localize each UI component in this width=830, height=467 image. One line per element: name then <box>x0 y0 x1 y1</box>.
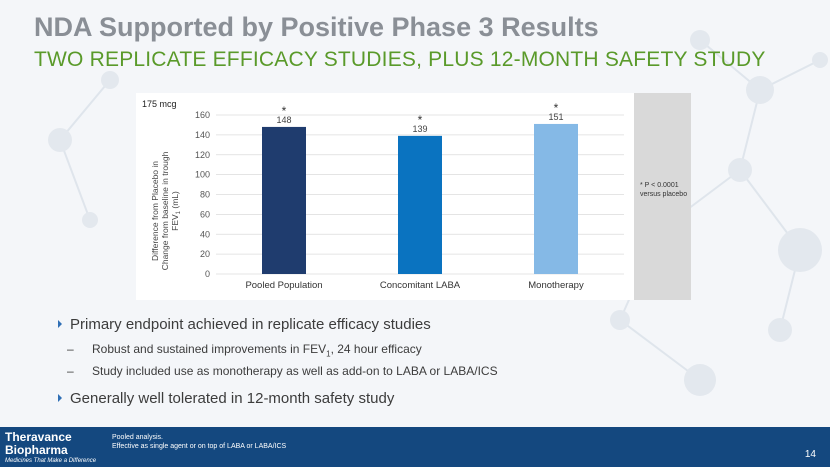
bullet-item: Generally well tolerated in 12-month saf… <box>58 390 798 416</box>
bar <box>262 126 306 274</box>
logo-line2: Biopharma <box>5 443 68 457</box>
sub-bullet-item: – Study included use as monotherapy as w… <box>58 364 798 386</box>
footnote-line2: Effective as single agent or on top of L… <box>112 443 287 450</box>
sub-bullet-text: Robust and sustained improvements in FEV… <box>92 342 422 359</box>
footnote-line1: Pooled analysis. <box>112 434 163 441</box>
y-axis-label-line3: FEV1 (mL) <box>170 191 182 231</box>
bullet-arrow-icon <box>58 394 62 402</box>
bar-chart: 175 mcg Difference from Placebo in Chang… <box>142 99 624 291</box>
sub-bullet-text: Study included use as monotherapy as wel… <box>92 364 498 378</box>
x-category-label: Concomitant LABA <box>380 280 461 291</box>
y-tick-label: 20 <box>200 249 210 259</box>
y-tick-label: 140 <box>195 130 210 140</box>
y-axis-label-line1: Difference from Placebo in <box>150 161 160 261</box>
significance-marker: * <box>418 113 423 127</box>
y-tick-label: 60 <box>200 209 210 219</box>
footer-bar: Theravance Biopharma Medicines That Make… <box>0 427 830 467</box>
bar-value-label: 139 <box>412 124 427 134</box>
logo-line1: Theravance <box>5 430 72 444</box>
sub-bullet-dash: – <box>67 364 74 378</box>
bar <box>534 123 578 274</box>
y-tick-label: 120 <box>195 150 210 160</box>
x-category-label: Monotherapy <box>528 280 584 291</box>
x-category-label: Pooled Population <box>245 280 322 291</box>
y-tick-label: 40 <box>200 229 210 239</box>
chart-title: 175 mcg <box>142 99 177 109</box>
page-number: 14 <box>804 449 816 460</box>
slide-subtitle: TWO REPLICATE EFFICACY STUDIES, PLUS 12-… <box>34 48 766 71</box>
logo-tagline: Medicines That Make a Difference <box>5 458 97 464</box>
bar-value-label: 148 <box>276 115 291 125</box>
bullet-arrow-icon <box>58 320 62 328</box>
bar-value-label: 151 <box>548 112 563 122</box>
significance-note: * P < 0.0001 versus placebo <box>640 181 687 199</box>
y-tick-label: 0 <box>205 269 210 279</box>
y-axis-label-line2: Change from baseline in trough <box>160 151 170 270</box>
footnote: Pooled analysis. Effective as single age… <box>112 433 286 451</box>
company-logo: Theravance Biopharma Medicines That Make… <box>5 431 96 465</box>
significance-note-line1: * P < 0.0001 <box>640 182 679 189</box>
bullet-item: Primary endpoint achieved in replicate e… <box>58 316 798 342</box>
bar <box>398 135 442 274</box>
significance-marker: * <box>282 104 287 118</box>
y-axis-label: Difference from Placebo in Change from b… <box>150 151 182 270</box>
sub-bullet-dash: – <box>67 342 74 356</box>
y-tick-label: 100 <box>195 170 210 180</box>
y-tick-label: 160 <box>195 110 210 120</box>
bullet-text: Primary endpoint achieved in replicate e… <box>70 316 431 333</box>
significance-marker: * <box>554 101 559 115</box>
slide-title: NDA Supported by Positive Phase 3 Result… <box>34 12 599 42</box>
significance-note-box: * P < 0.0001 versus placebo <box>634 93 691 300</box>
y-tick-label: 80 <box>200 190 210 200</box>
sub-bullet-item: – Robust and sustained improvements in F… <box>58 342 798 364</box>
molecule-atoms <box>48 30 828 396</box>
significance-note-line2: versus placebo <box>640 191 688 198</box>
bullet-list: Primary endpoint achieved in replicate e… <box>58 316 798 416</box>
bullet-text: Generally well tolerated in 12-month saf… <box>70 390 395 407</box>
